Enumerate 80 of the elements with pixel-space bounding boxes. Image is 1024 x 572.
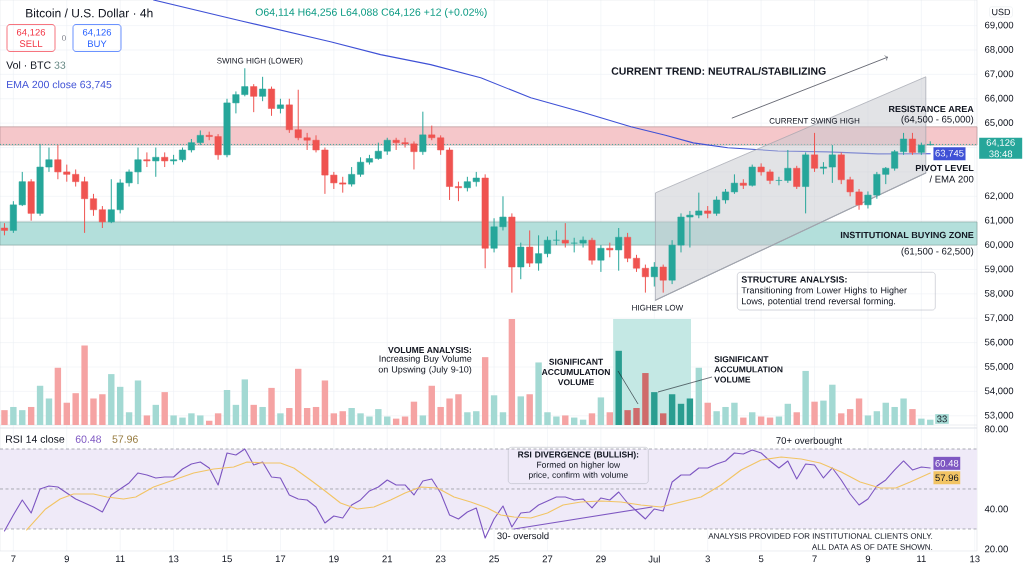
y-tick-label: 60,000: [985, 241, 1014, 250]
y-tick-label: 65,000: [985, 119, 1014, 128]
annotation: / EMA 200: [929, 175, 974, 183]
annotation: SWING HIGH (LOWER): [217, 57, 303, 66]
x-tick-label: 19: [329, 555, 339, 563]
annotation: VOLUME ANALYSIS:: [388, 346, 471, 353]
x-tick-label: 7: [812, 555, 817, 563]
y-tick-label: 58,000: [984, 289, 1014, 298]
y-tick-label: 54,000: [984, 387, 1014, 396]
annotation: (61,500 - 62,500): [901, 247, 974, 257]
annotation: SIGNIFICANT ACCUMULATION VOLUME: [541, 358, 610, 386]
annotation: RSI DIVERGENCE (BULLISH):: [518, 451, 639, 460]
y-tick-label: 80.00: [984, 425, 1008, 433]
x-tick-label: 27: [542, 555, 553, 563]
annotation: CURRENT SWING HIGH: [769, 118, 860, 124]
y-tick-label: 56,000: [984, 338, 1014, 347]
y-tick-label: 68,000: [985, 46, 1014, 54]
text: 60.48: [75, 435, 102, 443]
annotation: ALL DATA AS OF DATE SHOWN.: [811, 544, 933, 550]
y-tick-label: 59,000: [984, 265, 1014, 274]
x-tick-label: 21: [382, 555, 393, 563]
text: EMA 200 close: [7, 80, 77, 89]
annotation: Increasing Buy Volume on Upswing (July 9-10): [378, 355, 472, 375]
data-label: 63,745: [935, 149, 964, 158]
y-tick-label: 57,000: [984, 314, 1014, 323]
annotation: 33: [937, 415, 947, 423]
y-tick-label: 61,000: [985, 216, 1014, 225]
data-label: 60.48: [935, 459, 959, 467]
annotation: HIGHER LOW: [632, 304, 684, 311]
annotation: ANALYSIS PROVIDED FOR INSTITUTIONAL CLIENTS ONLY.: [708, 533, 933, 539]
x-tick-label: 11: [917, 555, 926, 563]
annotation: 0: [62, 35, 66, 41]
annotation: SIGNIFICANT ACCUMULATION VOLUME: [714, 356, 783, 383]
annotation: PIVOT LEVEL: [915, 164, 974, 172]
x-tick-label: 29: [596, 555, 606, 563]
annotation: Formed on higher low price, confirm with volume: [529, 461, 628, 480]
annotation: SELL: [19, 40, 43, 48]
text: 63,745: [80, 80, 112, 90]
y-tick-label: 20.00: [985, 545, 1008, 553]
x-tick-label: 25: [489, 555, 499, 563]
text: 33: [54, 61, 66, 69]
x-tick-label: 9: [64, 555, 69, 563]
annotation: BUY: [88, 40, 107, 48]
x-tick-label: 5: [758, 555, 764, 563]
ref-line-label: 30- oversold: [497, 532, 549, 540]
y-tick-label: 69,000: [985, 21, 1014, 30]
annotation: CURRENT TREND: NEUTRAL/STABILIZING: [611, 67, 826, 75]
x-tick-label: 17: [275, 555, 286, 563]
x-tick-label: 13: [169, 555, 179, 563]
text: USD: [992, 8, 1011, 16]
y-tick-label: 67,000: [985, 70, 1014, 79]
y-tick-label: 62,000: [985, 192, 1014, 201]
band-label: RESISTANCE AREA: [889, 105, 974, 113]
annotation: Transitioning from Lower Highs to Higher Lows, potential trend reversal forming.: [741, 286, 907, 307]
x-tick-label: Jul: [648, 555, 660, 563]
x-tick-label: 13: [970, 555, 980, 563]
ref-line-label: 70+ overbought: [776, 436, 843, 446]
ref-line-label: 64,126: [986, 139, 1015, 148]
y-tick-label: 40.00: [984, 505, 1008, 513]
text: RSI 14 close: [6, 435, 65, 443]
x-tick-label: 3: [705, 555, 710, 563]
y-tick-label: 66,000: [985, 94, 1014, 103]
x-tick-label: 23: [435, 555, 446, 563]
band-label: INSTITUTIONAL BUYING ZONE: [840, 231, 974, 239]
text: Vol · BTC: [6, 61, 51, 69]
text: O64,114 H64,256 L64,088 C64,126 +12 (+0.02%): [255, 8, 487, 18]
text: 57.96: [112, 435, 138, 443]
annotation: 64,126: [82, 28, 112, 37]
annotation: STRUCTURE ANALYSIS:: [741, 276, 847, 283]
x-tick-label: 7: [11, 555, 16, 563]
x-tick-label: 11: [115, 555, 125, 563]
y-tick-label: 55,000: [984, 363, 1014, 371]
text: Bitcoin / U.S. Dollar · 4h: [26, 8, 153, 18]
y-tick-label: 53,000: [984, 411, 1014, 420]
text: 38:48: [989, 150, 1013, 158]
annotation: (64,500 - 65,000): [901, 115, 974, 125]
data-label: 57.96: [935, 474, 959, 482]
annotation: 64,126: [16, 28, 46, 37]
x-tick-label: 15: [222, 555, 232, 563]
x-tick-label: 9: [865, 555, 871, 563]
